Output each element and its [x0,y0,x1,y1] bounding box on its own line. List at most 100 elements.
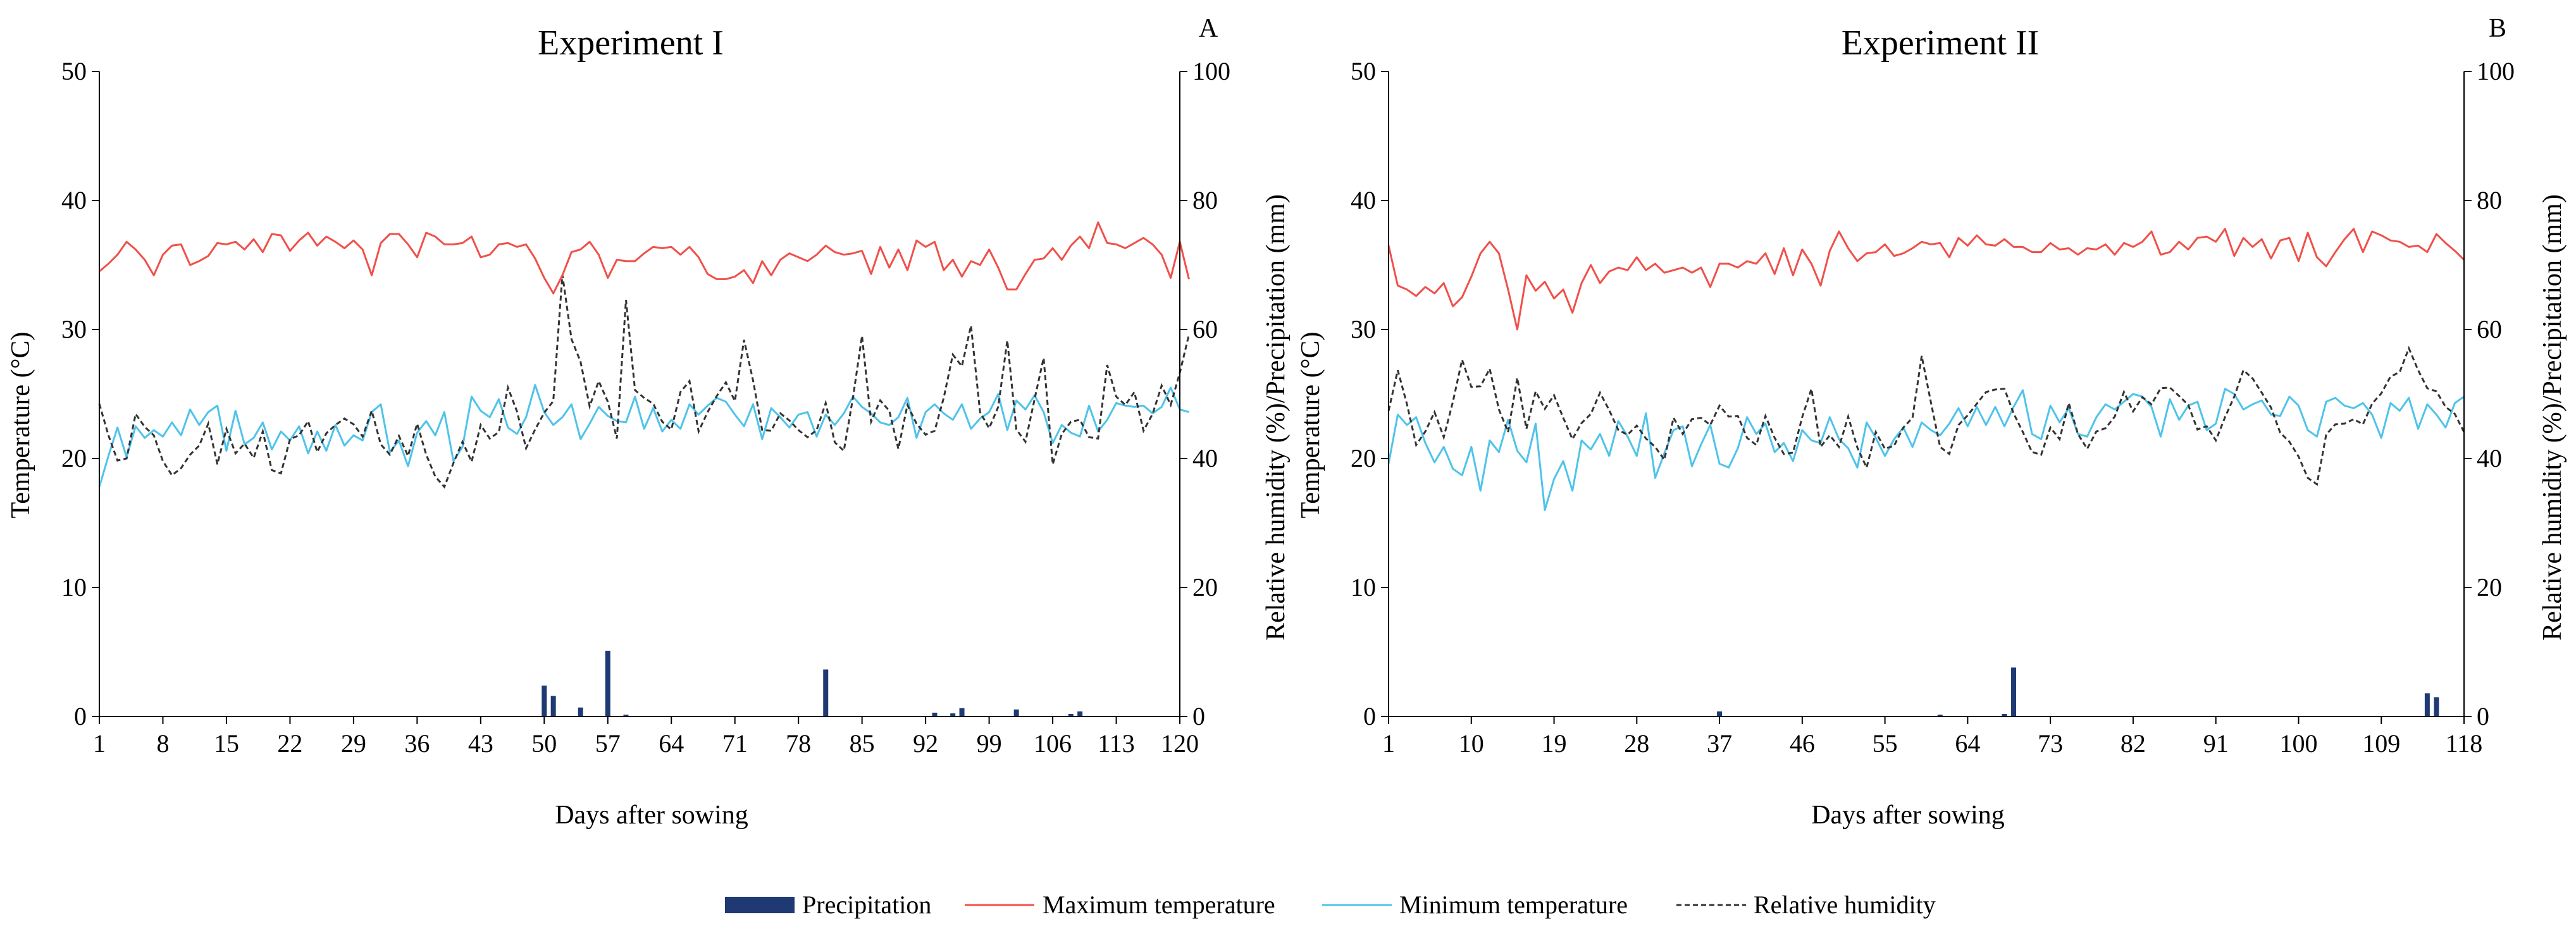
y-axis-title-left: Temperature (°C) [1296,332,1325,519]
x-tick-label: 73 [2038,729,2063,758]
x-tick-label: 109 [2362,729,2400,758]
y-tick-label-left: 20 [61,444,87,472]
precipitation-bar [959,708,965,717]
y-tick-label-right: 40 [1192,444,1218,472]
precipitation-bar [578,707,583,717]
x-tick-label: 10 [1459,729,1484,758]
x-tick-label: 85 [850,729,875,758]
tick-layer: 0 10 20 30 40 50 0 20 40 60 80 100 1 8 15 22 29 36 43 50 57 6… [61,57,1230,758]
y-axis-title-right: Relative humidity (%)/Precipitation (mm) [1261,194,1291,641]
precipitation-bars [1717,667,2439,717]
x-tick-label: 55 [1873,729,1898,758]
relative-humidity-line [1387,345,2465,486]
x-tick-label: 113 [1098,729,1135,758]
x-tick-label: 15 [214,729,239,758]
legend: Precipitation Maximum temperature Minimu… [725,890,1936,919]
x-tick-label: 82 [2121,729,2146,758]
legend-item-max-temperature: Maximum temperature [965,890,1275,919]
y-tick-label-left: 0 [1363,702,1376,730]
tick-layer: 0 10 20 30 40 50 0 20 40 60 80 100 1 10 19 28 37 46 55 64 73… [1351,57,2515,758]
x-tick-label: 100 [2279,729,2317,758]
legend-item-min-temperature: Minimum temperature [1322,890,1628,919]
precipitation-bar [2424,693,2430,717]
y-tick-label-left: 20 [1351,444,1376,472]
precipitation-bar [550,696,556,717]
precipitation-bar [623,714,629,717]
axes-frame [1388,71,2465,717]
x-axis-title: Days after sowing [555,801,748,830]
x-tick-label: 91 [2203,729,2229,758]
y-tick-label-right: 0 [2477,702,2489,730]
relative-humidity-line [98,274,1190,489]
precipitation-bar [2011,667,2017,717]
y-tick-label-right: 60 [1192,315,1218,343]
precipitation-bars [542,650,1083,717]
y-tick-label-right: 60 [2477,315,2502,343]
y-tick-label-left: 50 [61,57,87,85]
precipitation-bar [1068,713,1074,717]
x-axis-title: Days after sowing [1811,801,2005,830]
x-tick-label: 118 [2446,729,2483,758]
legend-swatch-precipitation [725,897,795,913]
x-tick-label: 1 [93,729,106,758]
x-tick-label: 43 [468,729,493,758]
precipitation-bar [1013,709,1019,717]
legend-item-precipitation: Precipitation [725,890,931,919]
chart-title: Experiment II [1842,23,2040,63]
y-tick-label-right: 80 [1192,186,1218,214]
y-tick-label-right: 0 [1192,702,1205,730]
y-tick-label-left: 30 [61,315,87,343]
y-tick-label-left: 0 [74,702,87,730]
min-temperature-line [98,384,1189,488]
axes-frame [99,71,1180,717]
y-tick-label-left: 10 [1351,573,1376,601]
x-tick-label: 19 [1542,729,1567,758]
precipitation-bar [542,686,547,717]
y-tick-label-right: 100 [2477,57,2515,85]
legend-item-relative-humidity: Relative humidity [1676,890,1936,919]
x-tick-label: 64 [1955,729,1980,758]
y-tick-label-left: 40 [1351,186,1376,214]
precipitation-bar [2434,697,2439,717]
x-tick-label: 78 [786,729,811,758]
precipitation-bar [2002,713,2007,717]
x-tick-label: 106 [1034,729,1072,758]
precipitation-bar [1717,711,1723,717]
chart-title: Experiment I [538,23,724,63]
max-temperature-line [1387,228,2465,331]
x-tick-label: 22 [277,729,302,758]
x-tick-label: 37 [1707,729,1732,758]
x-tick-label: 71 [722,729,748,758]
y-axis-title-right: Relative humidity (%)/Precipitation (mm) [2538,194,2567,641]
panel-letter: A [1199,14,1218,43]
x-tick-label: 29 [341,729,366,758]
legend-label-min-temperature: Minimum temperature [1399,890,1628,919]
y-tick-label-right: 20 [2477,573,2502,601]
x-tick-label: 28 [1624,729,1649,758]
precipitation-bar [1937,714,1943,717]
y-tick-label-right: 80 [2477,186,2502,214]
x-tick-label: 50 [531,729,557,758]
max-temperature-line [99,221,1190,295]
y-tick-label-right: 40 [2477,444,2502,472]
legend-label-precipitation: Precipitation [802,890,931,919]
y-tick-label-left: 40 [61,186,87,214]
x-tick-label: 99 [977,729,1002,758]
series-lines [1387,228,2465,512]
x-tick-label: 57 [595,729,621,758]
y-tick-label-left: 50 [1351,57,1376,85]
x-tick-label: 120 [1161,729,1199,758]
y-axis-title-left: Temperature (°C) [6,332,35,519]
legend-label-relative-humidity: Relative humidity [1754,890,1936,919]
series-lines [98,221,1190,489]
y-tick-label-right: 100 [1192,57,1230,85]
precipitation-bar [605,650,610,717]
precipitation-bar [823,669,829,717]
x-tick-label: 92 [913,729,938,758]
panel-experiment-ii: Experiment II B Temperature (°C) Relativ… [1296,14,2567,830]
min-temperature-line [1387,388,2465,512]
y-tick-label-left: 30 [1351,315,1376,343]
x-tick-label: 46 [1790,729,1815,758]
x-tick-label: 1 [1382,729,1395,758]
